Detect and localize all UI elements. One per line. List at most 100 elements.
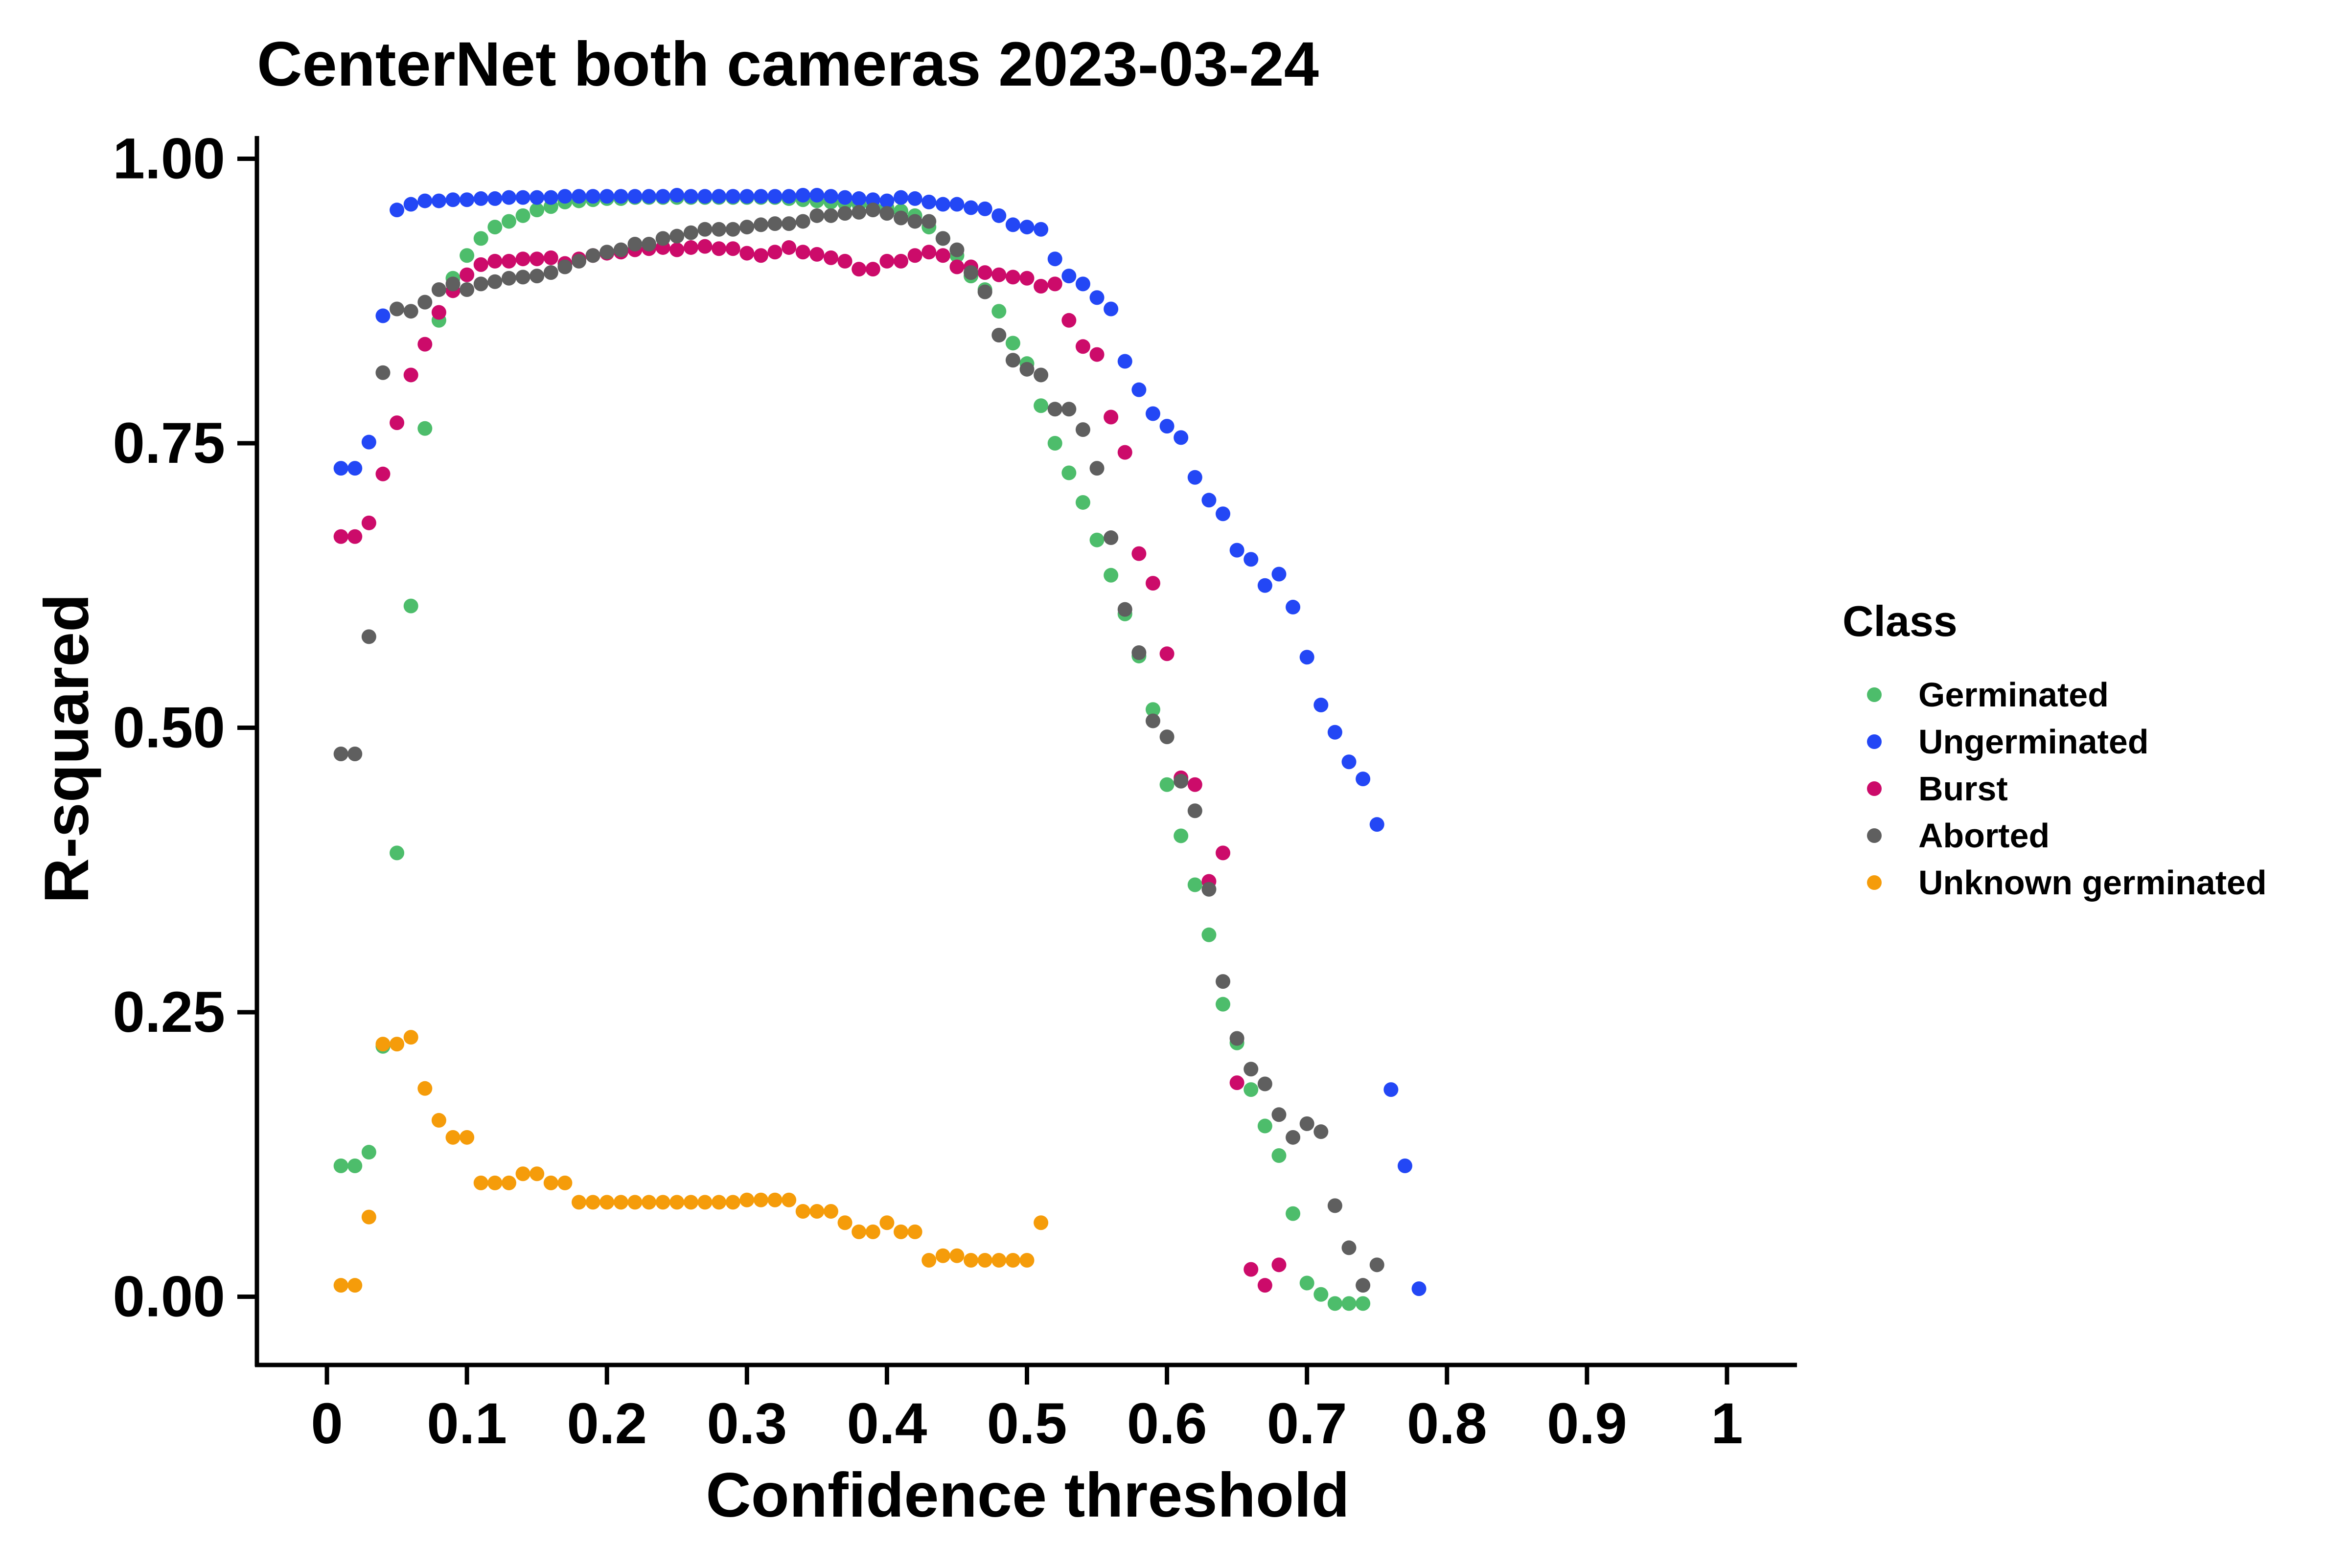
- data-point: [1356, 1296, 1371, 1311]
- data-point: [907, 214, 922, 229]
- data-point: [669, 1195, 685, 1210]
- data-point: [1104, 530, 1119, 545]
- data-point: [1075, 422, 1090, 437]
- data-point: [1159, 729, 1174, 745]
- data-point: [1216, 997, 1231, 1012]
- data-point: [712, 189, 727, 204]
- data-point: [1229, 543, 1244, 558]
- data-point: [431, 282, 446, 297]
- data-point: [572, 189, 587, 204]
- data-point: [809, 1204, 825, 1219]
- data-point: [1117, 602, 1132, 617]
- data-point: [403, 1030, 418, 1045]
- data-point: [460, 248, 475, 263]
- data-point: [557, 1175, 573, 1190]
- data-point: [599, 245, 615, 260]
- data-point: [1005, 1253, 1020, 1268]
- data-point: [1019, 362, 1035, 377]
- data-point: [1313, 1287, 1329, 1302]
- data-point: [390, 203, 405, 218]
- data-point: [795, 245, 810, 260]
- data-point: [613, 1195, 628, 1210]
- data-point: [1229, 1031, 1244, 1046]
- data-point: [1286, 1130, 1301, 1145]
- data-point: [1271, 567, 1287, 582]
- data-point: [991, 328, 1007, 343]
- data-point: [1271, 1107, 1287, 1122]
- data-point: [1286, 599, 1301, 614]
- data-point: [1104, 568, 1119, 583]
- data-point: [1019, 271, 1035, 286]
- data-point: [333, 529, 348, 544]
- data-point: [1341, 1240, 1357, 1255]
- data-point: [1005, 353, 1020, 368]
- data-point: [1201, 493, 1217, 508]
- data-point: [1286, 1206, 1301, 1221]
- data-point: [1201, 882, 1217, 897]
- data-point: [1047, 436, 1062, 451]
- data-point: [1229, 1075, 1244, 1091]
- data-point: [487, 220, 503, 235]
- data-point: [823, 1204, 838, 1219]
- data-point: [445, 1130, 461, 1145]
- data-point: [712, 241, 727, 256]
- data-point: [852, 262, 867, 277]
- data-point: [543, 250, 558, 265]
- data-point: [599, 189, 615, 204]
- data-point: [1075, 495, 1090, 510]
- data-point: [333, 1278, 348, 1293]
- legend-item: Aborted: [1867, 817, 2050, 855]
- data-point: [879, 206, 895, 221]
- data-point: [543, 190, 558, 205]
- data-point: [1216, 974, 1231, 989]
- y-axis-ticks: 0.00 0.25 0.50 0.75 1.00: [113, 127, 257, 1329]
- data-point: [697, 239, 713, 254]
- data-point: [894, 210, 909, 226]
- data-point: [1005, 336, 1020, 351]
- data-point: [1244, 1262, 1259, 1277]
- data-point: [921, 194, 937, 209]
- data-point: [809, 187, 825, 203]
- data-point: [1174, 430, 1189, 445]
- data-point: [530, 190, 545, 205]
- data-point: [1131, 645, 1147, 660]
- data-point: [921, 1253, 937, 1268]
- data-point: [949, 197, 965, 212]
- data-point: [935, 231, 950, 246]
- data-point: [627, 1195, 643, 1210]
- data-point: [753, 248, 768, 263]
- data-point: [1159, 777, 1174, 792]
- data-point: [753, 189, 768, 204]
- data-point: [977, 284, 992, 299]
- data-point: [501, 271, 516, 286]
- data-point: [417, 193, 433, 208]
- data-point: [683, 189, 698, 204]
- data-point: [1313, 697, 1329, 712]
- data-point: [473, 191, 488, 206]
- data-point: [852, 191, 867, 206]
- data-point: [1201, 927, 1217, 942]
- data-point: [767, 216, 783, 231]
- data-point: [1159, 419, 1174, 434]
- data-point: [809, 247, 825, 262]
- data-point: [333, 1158, 348, 1173]
- data-point: [655, 189, 670, 204]
- data-point: [669, 242, 685, 257]
- data-point: [642, 189, 657, 204]
- data-point: [1131, 382, 1147, 397]
- data-point: [1117, 445, 1132, 460]
- data-point: [739, 1192, 755, 1207]
- data-point: [501, 214, 516, 229]
- data-point: [1174, 828, 1189, 843]
- data-point: [907, 1224, 922, 1239]
- data-point: [460, 282, 475, 297]
- data-point: [642, 236, 657, 251]
- data-point: [515, 251, 530, 267]
- data-point: [725, 189, 740, 204]
- legend-item: Unknown germinated: [1867, 864, 2267, 902]
- data-point: [1145, 576, 1160, 591]
- data-point: [1299, 1116, 1314, 1131]
- data-point: [627, 189, 643, 204]
- data-point: [837, 1215, 852, 1230]
- data-point: [725, 222, 740, 237]
